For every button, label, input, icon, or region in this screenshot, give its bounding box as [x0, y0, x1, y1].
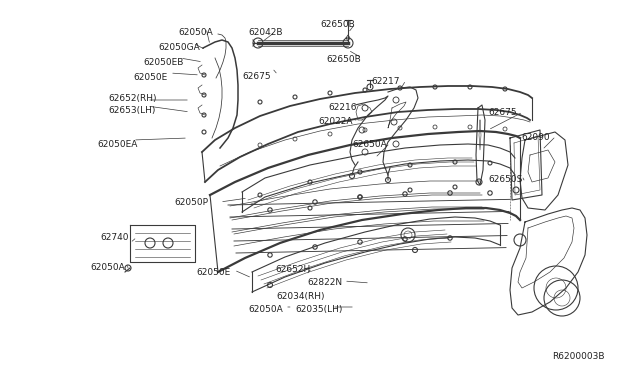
- Text: 62050P: 62050P: [174, 198, 208, 207]
- Text: 62650S: 62650S: [488, 175, 522, 184]
- Text: 62675: 62675: [488, 108, 516, 117]
- Text: 62050EA: 62050EA: [97, 140, 138, 149]
- Text: 62675: 62675: [242, 72, 271, 81]
- Text: 62050A: 62050A: [248, 305, 283, 314]
- Text: 62050A: 62050A: [178, 28, 212, 37]
- Text: 62050E: 62050E: [133, 73, 167, 82]
- Text: 62050E: 62050E: [196, 268, 230, 277]
- Text: 62652H: 62652H: [275, 265, 310, 274]
- Text: 62650A: 62650A: [352, 140, 387, 149]
- Text: 62822N: 62822N: [307, 278, 342, 287]
- Text: 62650B: 62650B: [326, 55, 361, 64]
- Text: 62740: 62740: [100, 233, 129, 242]
- Text: 62034(RH): 62034(RH): [276, 292, 324, 301]
- Text: 62022A: 62022A: [318, 117, 353, 126]
- Text: 62050A: 62050A: [90, 263, 125, 272]
- Text: 62090: 62090: [521, 133, 550, 142]
- Text: 62650B: 62650B: [320, 20, 355, 29]
- Text: 62035(LH): 62035(LH): [295, 305, 342, 314]
- Text: 62652(RH): 62652(RH): [108, 94, 157, 103]
- Text: 62050GA: 62050GA: [158, 43, 200, 52]
- Text: 62042B: 62042B: [248, 28, 282, 37]
- Text: R6200003B: R6200003B: [552, 352, 605, 361]
- Text: 62653(LH): 62653(LH): [108, 106, 156, 115]
- Text: 62050EB: 62050EB: [143, 58, 184, 67]
- Text: 62216: 62216: [328, 103, 356, 112]
- Text: 62217: 62217: [371, 77, 399, 86]
